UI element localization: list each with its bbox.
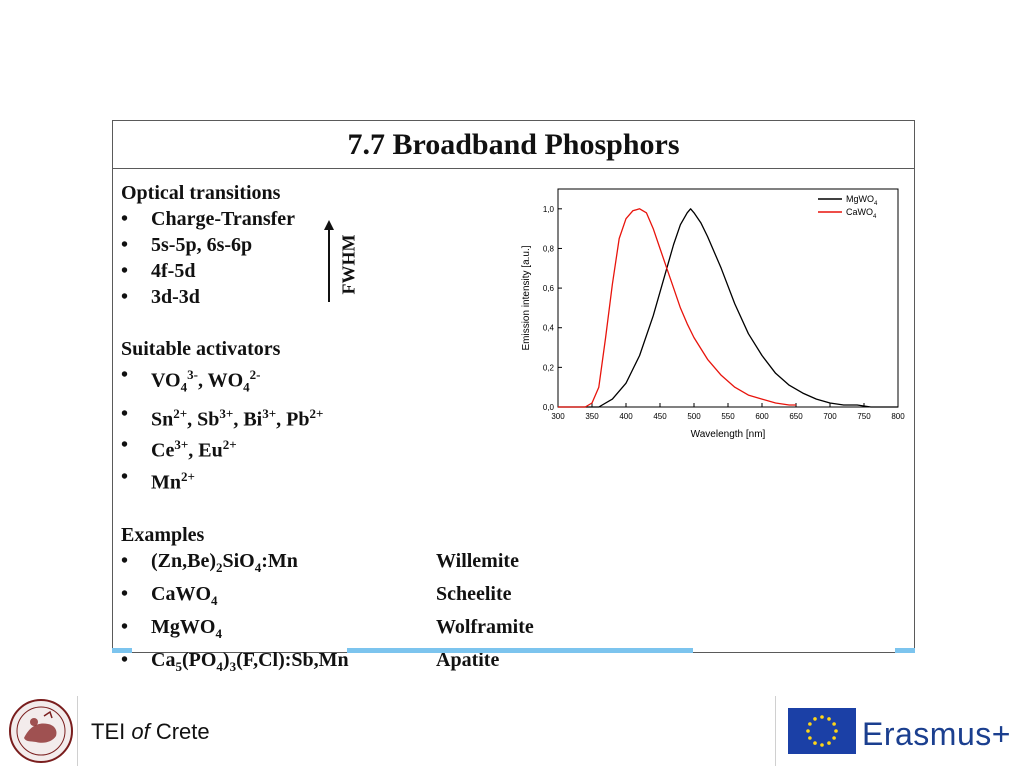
x-tick-label: 700: [823, 412, 837, 421]
example-item: CaWO4: [121, 581, 349, 614]
x-tick-label: 650: [789, 412, 803, 421]
y-axis-label: Emission intensity [a.u.]: [521, 245, 532, 350]
tei-crete-seal-icon: [9, 699, 73, 763]
legend-label: MgWO4: [846, 194, 878, 207]
x-tick-label: 400: [619, 412, 633, 421]
eu-star-icon: [827, 717, 831, 721]
erasmus-logo-text: Erasmus+: [862, 716, 1011, 752]
y-tick-label: 0,4: [543, 324, 555, 333]
optical-item: 3d-3d: [121, 284, 349, 310]
x-tick-label: 600: [755, 412, 769, 421]
x-tick-label: 500: [687, 412, 701, 421]
institution-post: Crete: [149, 719, 210, 744]
series-line-mgwo: [558, 208, 898, 408]
eu-star-icon: [813, 741, 817, 745]
mineral-name: Wolframite: [436, 615, 534, 638]
activators-heading: Suitable activators: [121, 338, 281, 360]
optical-item: 5s-5p, 6s-6p: [121, 232, 349, 258]
x-axis-label: Wavelength [nm]: [691, 429, 766, 440]
mineral-name: Willemite: [436, 549, 519, 572]
eu-flag-icon: [788, 708, 856, 754]
x-tick-label: 350: [585, 412, 599, 421]
eu-star-icon: [834, 729, 838, 733]
optical-item: 4f-5d: [121, 258, 349, 284]
slide-title: 7.7 Broadband Phosphors: [347, 127, 680, 161]
eu-star-icon: [806, 729, 810, 733]
eu-star-icon: [813, 717, 817, 721]
optical-list: Charge-Transfer5s-5p, 6s-6p4f-5d3d-3d: [121, 206, 349, 310]
y-tick-label: 1,0: [543, 205, 555, 214]
plot-frame: [557, 188, 899, 408]
title-box: 7.7 Broadband Phosphors: [113, 121, 914, 169]
activator-item: Mn2+: [121, 464, 349, 496]
x-tick-label: 800: [891, 412, 905, 421]
x-tick-label: 750: [857, 412, 871, 421]
examples-heading: Examples: [121, 523, 205, 546]
institution-of: of: [131, 719, 150, 744]
activators-list: VO43-, WO42-Sn2+, Sb3+, Bi3+, Pb2+Ce3+, …: [121, 362, 349, 496]
y-tick-label: 0,0: [543, 403, 555, 412]
legend-label: CaWO4: [846, 207, 877, 220]
fwhm-arrow-icon: [324, 220, 334, 302]
footer-divider-left: [77, 696, 78, 766]
content-column: Optical transitions Charge-Transfer5s-5p…: [121, 180, 349, 680]
activator-item: Ce3+, Eu2+: [121, 432, 349, 464]
stripe-left: [112, 648, 132, 653]
stripe-middle: [347, 648, 693, 653]
footer-divider-right: [775, 696, 776, 766]
mineral-name: Apatite: [436, 648, 500, 671]
x-tick-label: 450: [653, 412, 667, 421]
example-item: Ca5(PO4)3(F,Cl):Sb,Mn: [121, 647, 349, 680]
eu-star-icon: [827, 741, 831, 745]
eu-star-icon: [820, 743, 824, 747]
fwhm-label: FWHM: [338, 234, 359, 295]
y-tick-label: 0,6: [543, 284, 555, 293]
eu-star-icon: [808, 736, 812, 740]
x-tick-label: 550: [721, 412, 735, 421]
optical-heading: Optical transitions: [121, 182, 281, 204]
eu-star-icon: [832, 722, 836, 726]
example-item: MgWO4: [121, 614, 349, 647]
institution-pre: TEI: [91, 719, 132, 744]
activator-item: VO43-, WO42-: [121, 362, 349, 401]
activator-item: Sn2+, Sb3+, Bi3+, Pb2+: [121, 401, 349, 433]
y-tick-label: 0,8: [543, 244, 555, 253]
eu-star-icon: [820, 715, 824, 719]
examples-list: (Zn,Be)2SiO4:MnCaWO4MgWO4Ca5(PO4)3(F,Cl)…: [121, 548, 349, 680]
eu-star-icon: [832, 736, 836, 740]
eu-star-icon: [808, 722, 812, 726]
optical-item: Charge-Transfer: [121, 206, 349, 232]
emission-chart: 300 350 400 450 500 550 600 650 700 750 800 0,0 0,2 0…: [521, 188, 905, 440]
y-tick-label: 0,2: [543, 363, 555, 372]
stripe-right: [895, 648, 915, 653]
series-line-cawo: [558, 208, 796, 408]
institution-name: TEI of Crete: [91, 719, 210, 745]
mineral-name: Scheelite: [436, 582, 512, 605]
example-item: (Zn,Be)2SiO4:Mn: [121, 548, 349, 581]
x-tick-label: 300: [551, 412, 565, 421]
